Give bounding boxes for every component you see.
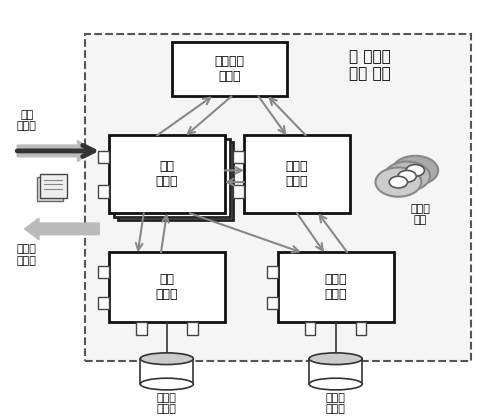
Bar: [278, 252, 393, 322]
Ellipse shape: [392, 156, 438, 185]
FancyArrow shape: [17, 140, 92, 162]
Ellipse shape: [140, 353, 193, 364]
Text: 지속성
관리자: 지속성 관리자: [325, 274, 347, 301]
Bar: [233, 185, 244, 198]
Bar: [309, 359, 362, 384]
Text: 보안
관리자: 보안 관리자: [156, 274, 178, 301]
Text: 데이터
저장소: 데이터 저장소: [325, 393, 346, 414]
Bar: [98, 185, 109, 198]
Text: 보내는
메시지: 보내는 메시지: [17, 244, 37, 266]
Text: 모니터링
서비스: 모니터링 서비스: [215, 55, 244, 83]
Text: 받은
메시지: 받은 메시지: [17, 110, 37, 131]
Bar: [85, 34, 471, 362]
Bar: [356, 322, 366, 335]
Bar: [172, 42, 287, 96]
Ellipse shape: [384, 162, 430, 191]
Bar: [98, 266, 109, 278]
Ellipse shape: [140, 378, 193, 390]
Bar: [136, 322, 146, 335]
Text: 연결
서비스: 연결 서비스: [156, 160, 178, 188]
Bar: [98, 151, 109, 163]
Text: 사용자
저장소: 사용자 저장소: [157, 393, 177, 414]
Bar: [267, 266, 278, 278]
Bar: [267, 296, 278, 309]
Ellipse shape: [375, 168, 421, 197]
Ellipse shape: [398, 171, 416, 182]
Ellipse shape: [406, 165, 425, 176]
Bar: [305, 322, 316, 335]
Bar: [98, 296, 109, 309]
Bar: [244, 136, 350, 213]
Bar: [114, 139, 229, 217]
Text: 메시지
라우터: 메시지 라우터: [286, 160, 308, 188]
Bar: [41, 174, 67, 198]
Bar: [187, 322, 198, 335]
Bar: [118, 142, 233, 220]
Text: 주 브로커
구성 요소: 주 브로커 구성 요소: [348, 49, 390, 81]
Text: 물리적
대상: 물리적 대상: [410, 203, 430, 225]
Ellipse shape: [309, 378, 362, 390]
FancyArrow shape: [24, 218, 99, 240]
Ellipse shape: [389, 176, 407, 188]
Bar: [140, 359, 193, 384]
Bar: [233, 151, 244, 163]
Ellipse shape: [309, 353, 362, 364]
Bar: [37, 177, 63, 201]
Bar: [109, 252, 224, 322]
Bar: [109, 136, 224, 213]
